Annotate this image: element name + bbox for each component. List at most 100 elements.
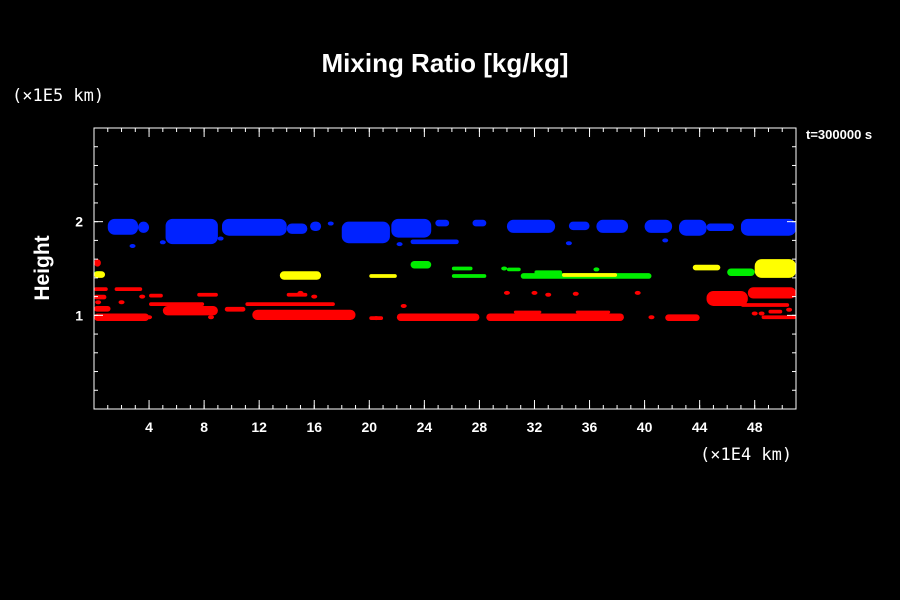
mixing-speck-blue	[217, 236, 224, 241]
mixing-region-blue	[435, 219, 450, 227]
mixing-speck-red	[503, 290, 510, 295]
mixing-speck-blue	[159, 240, 166, 245]
x-unit-label: (×1E4 km)	[700, 445, 792, 465]
mixing-region-red	[706, 290, 748, 306]
mixing-region-blue	[596, 219, 629, 233]
mixing-region-red	[396, 313, 480, 321]
time-label: t=300000 s	[806, 127, 872, 142]
mixing-region-red	[286, 292, 308, 297]
x-tick-label: 4	[145, 419, 153, 435]
mixing-region-red	[224, 306, 246, 312]
mixing-region-red	[197, 292, 218, 297]
mixing-speck-red	[634, 290, 641, 295]
mixing-region-red	[149, 293, 163, 298]
y-unit-label: (×1E5 km)	[12, 86, 104, 106]
plot-frame	[93, 127, 797, 410]
mixing-region-red	[486, 313, 624, 321]
mixing-region-red	[252, 309, 356, 321]
mixing-region-blue	[410, 239, 459, 245]
mixing-region-red	[740, 303, 790, 307]
mixing-speck-red	[572, 291, 579, 296]
x-tick-label: 20	[362, 419, 378, 435]
y-tick-label: 2	[75, 214, 83, 230]
mixing-region-yellow	[692, 264, 721, 271]
mixing-region-green	[451, 274, 487, 278]
x-tick-label: 40	[637, 419, 653, 435]
x-tick-label: 44	[692, 419, 708, 435]
mixing-speck-red	[531, 290, 538, 295]
plot-data	[94, 218, 796, 321]
mixing-region-yellow	[562, 273, 618, 277]
mixing-region-green	[410, 261, 432, 269]
mixing-speck-red	[648, 315, 655, 320]
mixing-region-red	[768, 309, 783, 314]
mixing-speck-red	[751, 311, 758, 316]
mixing-speck-blue	[327, 221, 334, 226]
mixing-region-green	[727, 268, 755, 276]
x-tick-label: 12	[251, 419, 267, 435]
mixing-speck-green	[501, 266, 508, 271]
mixing-region-blue	[644, 219, 673, 233]
mixing-region-blue	[568, 221, 590, 231]
mixing-region-red	[575, 310, 611, 314]
x-tick-label: 28	[472, 419, 488, 435]
mixing-region-blue	[679, 219, 707, 236]
mixing-region-blue	[341, 221, 390, 244]
mixing-speck-red	[758, 311, 765, 316]
mixing-region-red	[761, 315, 796, 320]
mixing-region-red	[513, 310, 542, 314]
mixing-region-blue	[138, 221, 150, 233]
mixing-region-blue	[310, 221, 322, 232]
mixing-region-blue	[222, 218, 287, 236]
mixing-region-green	[506, 267, 521, 272]
mixing-speck-blue	[129, 244, 136, 249]
mixing-region-yellow	[369, 274, 397, 278]
mixing-speck-red	[139, 294, 146, 299]
mixing-region-blue	[107, 218, 139, 235]
mixing-region-red	[94, 259, 101, 267]
mixing-region-red	[114, 287, 143, 291]
mixing-region-red	[94, 287, 108, 291]
x-tick-label: 32	[527, 419, 543, 435]
mixing-speck-red	[311, 294, 318, 299]
chart-title: Mixing Ratio [kg/kg]	[322, 48, 569, 78]
mixing-speck-blue	[396, 242, 403, 247]
x-tick-label: 48	[747, 419, 763, 435]
mixing-region-green	[534, 270, 562, 275]
mixing-speck-blue	[662, 238, 669, 243]
mixing-region-red	[747, 287, 796, 299]
mixing-speck-red	[118, 300, 125, 305]
mixing-region-yellow	[279, 271, 322, 280]
x-tick-label: 36	[582, 419, 598, 435]
mixing-speck-red	[95, 300, 102, 305]
mixing-speck-red	[146, 315, 153, 320]
x-tick-label: 16	[306, 419, 322, 435]
mixing-region-blue	[740, 218, 796, 236]
x-tick-label: 24	[417, 419, 433, 435]
mixing-region-red	[94, 305, 111, 312]
mixing-region-blue	[506, 219, 556, 233]
y-tick-label: 1	[75, 307, 83, 323]
mixing-region-blue	[706, 223, 735, 232]
x-tick-label: 8	[200, 419, 208, 435]
mixing-region-red	[94, 294, 107, 300]
mixing-speck-red	[373, 316, 380, 321]
mixing-speck-red	[400, 303, 407, 308]
mixing-region-green	[451, 266, 473, 271]
mixing-region-blue	[391, 218, 432, 238]
mixing-region-red	[149, 302, 205, 306]
mixing-region-red	[245, 302, 335, 306]
mixing-speck-red	[297, 290, 304, 295]
mixing-region-red	[94, 313, 150, 321]
mixing-region-red	[665, 314, 700, 321]
mixing-speck-red	[545, 292, 552, 297]
mixing-speck-red	[786, 307, 793, 312]
y-axis-label: Height	[31, 235, 54, 300]
mixing-region-blue	[286, 223, 308, 234]
mixing-region-yellow	[94, 271, 106, 278]
mixing-speck-blue	[565, 241, 572, 246]
mixing-region-blue	[472, 219, 487, 227]
